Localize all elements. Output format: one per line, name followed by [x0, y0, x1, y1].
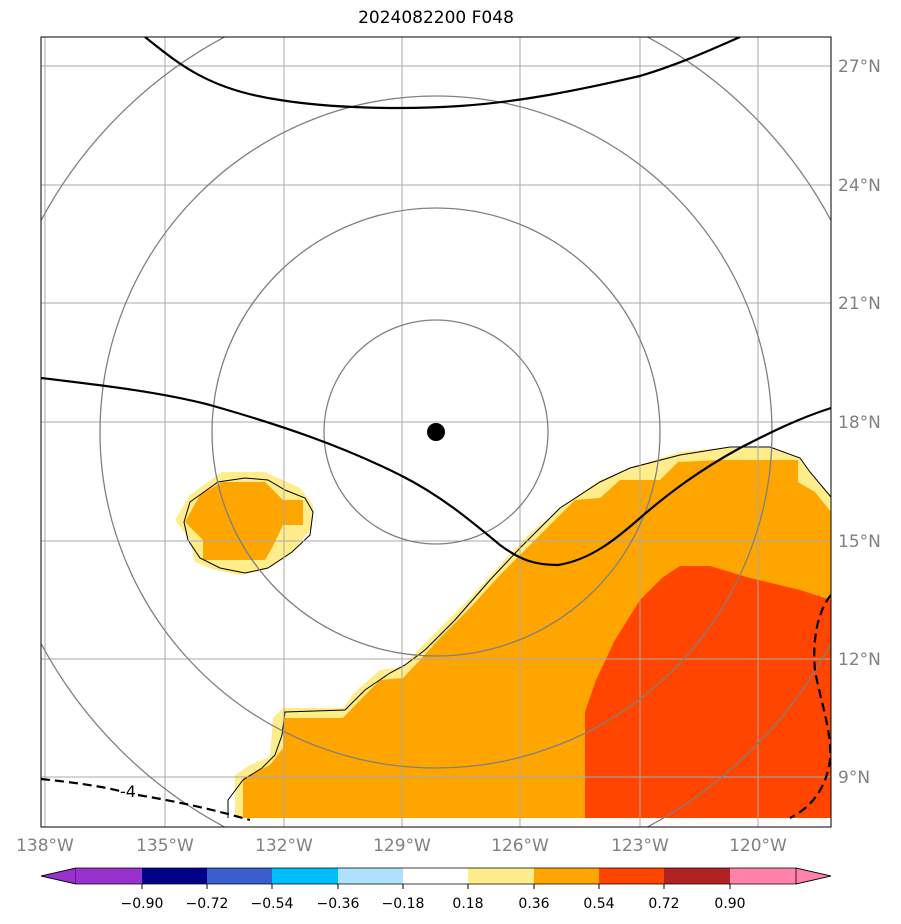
- graticule: [41, 37, 831, 827]
- lat-label: 21°N: [838, 294, 881, 314]
- lon-label: 126°W: [491, 836, 549, 856]
- range-ring-2: [211, 207, 661, 657]
- lon-label: 123°W: [611, 836, 669, 856]
- map-frame: [40, 36, 832, 828]
- colorbar-segment: [730, 868, 796, 884]
- lat-label: 9°N: [838, 768, 870, 788]
- colorbar-label: −0.72: [186, 896, 229, 912]
- lat-label: 18°N: [838, 413, 881, 433]
- lat-label: 27°N: [838, 57, 881, 77]
- shaded-field: -4: [41, 37, 831, 827]
- contour-outline-region: [227, 446, 831, 818]
- colorbar-label: −0.90: [121, 896, 164, 912]
- colorbar-label: 0.72: [648, 896, 679, 912]
- longitude-labels: 138°W 135°W 132°W 129°W 126°W 123°W 120°…: [16, 836, 787, 856]
- colorbar-label: −0.54: [251, 896, 294, 912]
- contour-label: -4: [120, 782, 136, 801]
- colorbar-segment: [142, 868, 207, 884]
- lat-label: 12°N: [838, 650, 881, 670]
- colorbar-label: −0.18: [382, 896, 425, 912]
- colorbar-label: −0.36: [317, 896, 360, 912]
- colorbar-extend-high: [795, 867, 832, 885]
- colorbar-label: 0.18: [452, 896, 483, 912]
- lat-label: 24°N: [838, 176, 881, 196]
- dashed-contour-southwest: [41, 777, 251, 822]
- colorbar-outline: [40, 867, 832, 885]
- lat-label: 15°N: [838, 532, 881, 552]
- lon-label: 138°W: [16, 836, 74, 856]
- colorbar-segment: [534, 868, 599, 884]
- lon-label: 132°W: [255, 836, 313, 856]
- contour-line-middle: [41, 376, 831, 567]
- colorbar-label: 0.90: [714, 896, 745, 912]
- dashed-contour-east: [789, 594, 831, 819]
- lon-label: 129°W: [373, 836, 431, 856]
- shade-red-orange-region: [585, 566, 831, 818]
- lon-label: 120°W: [729, 836, 787, 856]
- colorbar-segment: [468, 868, 534, 884]
- latitude-labels: 27°N 24°N 21°N 18°N 15°N 12°N 9°N: [838, 57, 881, 788]
- lon-label: 135°W: [136, 836, 194, 856]
- storm-center-dot: [427, 423, 445, 441]
- colorbar-segment: [403, 868, 468, 884]
- colorbar-segment: [599, 868, 664, 884]
- colorbar-segment: [207, 868, 272, 884]
- colorbar-label: 0.36: [518, 896, 549, 912]
- colorbar-extend-low: [40, 867, 77, 885]
- colorbar: −0.90 −0.72 −0.54 −0.36 −0.18 0.18 0.36 …: [40, 867, 832, 912]
- map-title: 2024082200 F048: [358, 8, 514, 28]
- colorbar-ticks: [141, 884, 731, 889]
- contour-line-north: [144, 37, 741, 110]
- colorbar-segment: [338, 868, 403, 884]
- colorbar-segment: [664, 868, 730, 884]
- contour-outline-blob: [183, 477, 314, 574]
- range-ring-1: [323, 319, 549, 545]
- colorbar-segment: [272, 868, 338, 884]
- colorbar-label: 0.54: [583, 896, 614, 912]
- colorbar-segment: [76, 868, 142, 884]
